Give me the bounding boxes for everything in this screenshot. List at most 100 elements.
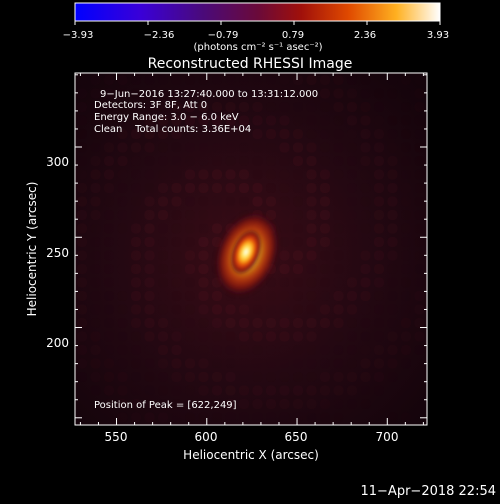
- sidelobe-cell: [293, 210, 303, 220]
- sidelobe-cell: [333, 102, 344, 112]
- sidelobe-cell: [117, 237, 128, 247]
- sidelobe-cell: [171, 183, 182, 193]
- sidelobe-cell: [347, 372, 357, 382]
- sidelobe-cell: [360, 169, 371, 180]
- sidelobe-cell: [252, 291, 263, 301]
- sidelobe-cell: [90, 169, 101, 180]
- sidelobe-cell: [401, 210, 411, 220]
- x-tick-label: 600: [195, 430, 218, 444]
- sidelobe-cell: [171, 142, 182, 153]
- sidelobe-cell: [252, 156, 263, 166]
- sidelobe-cell: [131, 304, 141, 315]
- colorbar-units: (photons cm⁻² s⁻¹ asec⁻²): [193, 42, 322, 53]
- sidelobe-cell: [415, 75, 425, 85]
- observation-info: 9−Jun−2016 13:27:40.000 to 13:31:12.000 …: [94, 89, 318, 135]
- sidelobe-cell: [333, 372, 344, 382]
- sidelobe-cell: [279, 385, 290, 396]
- sidelobe-cell: [266, 156, 276, 166]
- colorbar-tick-label: 0.79: [282, 30, 304, 41]
- sidelobe-cell: [185, 142, 195, 153]
- sidelobe-cell: [198, 264, 209, 274]
- sidelobe-cell: [387, 331, 398, 342]
- sidelobe-cell: [185, 129, 195, 139]
- sidelobe-cell: [212, 372, 222, 382]
- sidelobe-cell: [266, 75, 276, 85]
- sidelobe-cell: [117, 142, 128, 153]
- sidelobe-cell: [144, 318, 155, 328]
- sidelobe-cell: [185, 264, 195, 274]
- sidelobe-cell: [401, 345, 411, 355]
- sidelobe-cell: [388, 75, 398, 85]
- sidelobe-cell: [212, 88, 222, 99]
- sidelobe-cell: [279, 183, 290, 193]
- sidelobe-cell: [225, 331, 236, 342]
- sidelobe-cell: [415, 89, 425, 99]
- sidelobe-cell: [104, 318, 114, 328]
- sidelobe-cell: [279, 250, 290, 261]
- sidelobe-cell: [117, 264, 128, 274]
- sidelobe-cell: [414, 102, 425, 112]
- sidelobe-cell: [90, 210, 101, 220]
- sidelobe-cell: [293, 318, 303, 328]
- sidelobe-cell: [252, 385, 263, 396]
- sidelobe-cell: [225, 304, 236, 315]
- sidelobe-cell: [306, 385, 317, 396]
- info-detectors: Detectors: 3F 8F, Att 0: [94, 100, 207, 111]
- sidelobe-cell: [131, 331, 141, 342]
- sidelobe-cell: [306, 169, 317, 180]
- sidelobe-cell: [347, 345, 357, 355]
- sidelobe-cell: [293, 75, 303, 85]
- sidelobe-cell: [388, 305, 398, 315]
- sidelobe-cell: [104, 278, 114, 288]
- sidelobe-cell: [252, 196, 263, 207]
- sidelobe-cell: [374, 264, 384, 274]
- sidelobe-cell: [320, 372, 330, 382]
- sidelobe-cell: [117, 156, 128, 166]
- sidelobe-cell: [117, 385, 128, 396]
- sidelobe-cell: [334, 345, 344, 355]
- sidelobe-cell: [239, 169, 249, 180]
- sidelobe-cell: [131, 223, 141, 234]
- sidelobe-cell: [77, 102, 87, 112]
- sidelobe-cell: [401, 250, 411, 261]
- sidelobe-cell: [77, 277, 87, 288]
- sidelobe-cell: [252, 129, 263, 139]
- sidelobe-cell: [239, 358, 249, 369]
- sidelobe-cell: [347, 102, 357, 112]
- sidelobe-cell: [225, 385, 236, 396]
- sidelobe-cell: [77, 210, 87, 220]
- sidelobe-cell: [387, 196, 398, 207]
- sidelobe-cell: [333, 142, 344, 153]
- sidelobe-cell: [333, 223, 344, 234]
- sidelobe-cell: [198, 88, 209, 99]
- sidelobe-cell: [252, 318, 263, 328]
- sidelobe-cell: [306, 372, 317, 382]
- sidelobe-cell: [185, 345, 195, 355]
- sidelobe-cell: [320, 385, 330, 396]
- sidelobe-cell: [252, 399, 263, 409]
- sidelobe-cell: [320, 183, 330, 193]
- sidelobe-cell: [293, 372, 303, 382]
- sidelobe-cell: [266, 115, 276, 126]
- sidelobe-cell: [185, 237, 195, 247]
- sidelobe-cell: [104, 224, 114, 234]
- sidelobe-cell: [279, 277, 290, 288]
- sidelobe-cell: [90, 156, 101, 166]
- sidelobe-cell: [252, 412, 263, 423]
- sidelobe-cell: [293, 183, 303, 193]
- sidelobe-cell: [293, 115, 303, 126]
- sidelobe-cell: [279, 102, 290, 112]
- sidelobe-cell: [266, 277, 276, 288]
- sidelobe-cell: [239, 115, 249, 126]
- sidelobe-cell: [158, 412, 168, 423]
- sidelobe-cell: [225, 115, 236, 126]
- sidelobe-cell: [117, 169, 128, 180]
- sidelobe-cell: [360, 115, 371, 126]
- sidelobe-cell: [293, 304, 303, 315]
- flare-source: [230, 229, 262, 275]
- sidelobe-cell: [320, 129, 330, 139]
- sidelobe-cell: [279, 399, 290, 409]
- sidelobe-cell: [320, 196, 330, 207]
- sidelobe-cell: [131, 291, 141, 301]
